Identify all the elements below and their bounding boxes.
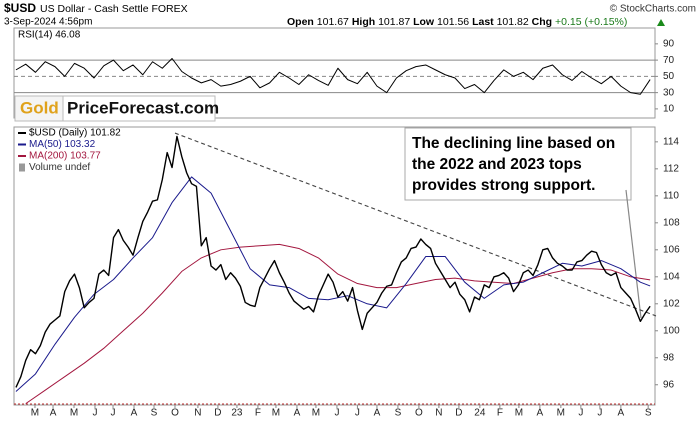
quote-value: +0.15 (+0.15%) [555,16,627,28]
y-tick-label: 100 [663,325,680,336]
x-tick-label: N [435,408,442,419]
annotation-box [404,127,632,201]
quote-label: Open [287,16,314,28]
x-tick-label: A [294,408,301,419]
annotation-pointer [625,189,642,319]
logo-gold: Gold [20,98,59,117]
quote-value: 101.82 [497,16,529,28]
x-tick-label: J [92,408,97,419]
symbol: $USD [4,1,36,15]
moving-average [25,243,651,405]
price-frame [13,126,656,406]
x-tick-label: A [50,408,57,419]
x-tick-label: O [415,408,423,419]
legend-label: Volume undef [29,162,90,173]
y-tick-label: 10 [663,104,675,115]
x-tick-label: S [151,408,158,419]
x-tick-label: A [618,408,625,419]
x-tick-label: 24 [474,408,486,419]
x-tick-label: D [455,408,462,419]
x-tick-label: A [131,408,138,419]
up-arrow [657,19,665,26]
quote-value: 101.56 [437,16,469,28]
y-tick-label: 104 [663,271,680,282]
quote-label: High [352,16,375,28]
x-tick-label: J [578,408,583,419]
quote-label: Chg [532,16,552,28]
legend-label: MA(200) 103.77 [29,151,101,162]
y-tick-label: 96 [663,379,675,390]
rsi-frame [13,27,656,119]
x-tick-label: A [374,408,381,419]
x-tick-label: M [312,408,320,419]
symbol-name: US Dollar - Cash Settle FOREX [40,3,188,15]
legend-label: MA(50) 103.32 [29,139,96,150]
annotation-text: The declining line based on [412,135,615,152]
y-tick-label: 102 [663,298,680,309]
rsi-line [15,57,651,95]
y-tick-label: 114 [663,136,679,147]
x-tick-label: J [597,408,602,419]
legend-swatch [19,163,25,172]
quote: Open 101.67 High 101.87 Low 101.56 Last … [287,16,627,28]
x-tick-label: J [111,408,116,419]
logo-site: PriceForecast.com [67,98,219,117]
x-tick-label: F [497,408,503,419]
x-tick-label: A [537,408,544,419]
y-tick-label: 30 [663,87,675,98]
x-tick-label: S [645,408,652,419]
logo-site-box [62,95,216,122]
quote-label: Low [413,16,435,28]
x-tick-label: M [272,408,280,419]
annotation-text: provides strong support. [412,177,595,194]
x-tick-label: J [355,408,360,419]
x-tick-label: 23 [231,408,243,419]
x-tick-label: M [515,408,523,419]
quote-value: 101.67 [317,16,349,28]
quote-label: Last [472,16,494,28]
trendline [174,132,657,317]
y-tick-label: 106 [663,244,680,255]
price-line [15,135,651,388]
x-tick-label: J [334,408,339,419]
x-tick-label: N [194,408,201,419]
y-tick-label: 112 [663,163,679,174]
y-tick-label: 108 [663,217,680,228]
y-tick-label: 50 [663,71,675,82]
legend-label: $USD (Daily) 101.82 [29,128,121,139]
x-tick-label: M [557,408,565,419]
credit: © StockCharts.com [610,4,696,15]
rsi-label: RSI(14) 46.08 [18,30,81,41]
y-tick-label: 70 [663,55,675,66]
x-tick-label: F [255,408,261,419]
date: 3-Sep-2024 4:56pm [4,17,92,28]
x-tick-label: M [31,408,39,419]
y-tick-label: 90 [663,38,675,49]
y-tick-label: 98 [663,352,675,363]
annotation-text: the 2022 and 2023 tops [412,156,582,173]
y-tick-label: 110 [663,190,679,201]
x-tick-label: O [171,408,179,419]
x-tick-label: D [214,408,221,419]
quote-value: 101.87 [378,16,410,28]
x-tick-label: S [395,408,402,419]
logo-gold-box [14,95,64,122]
x-tick-label: M [70,408,78,419]
